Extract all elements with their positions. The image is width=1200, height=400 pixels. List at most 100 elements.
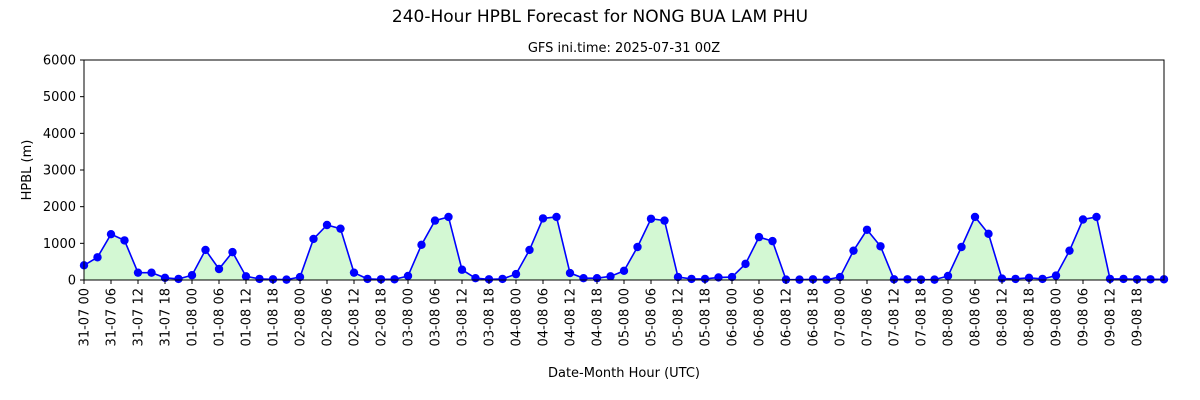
x-tick-label: 08-08 06 [969,288,984,346]
x-tick-label: 02-08 00 [294,288,309,346]
data-point [403,271,413,281]
data-point [255,274,264,284]
x-tick-label: 07-08 18 [915,288,930,346]
data-point [295,272,305,282]
x-tick-label: 02-08 18 [375,288,390,346]
x-tick-label: 05-08 12 [672,288,687,346]
x-tick-label: 06-08 18 [807,288,822,346]
x-tick-label: 02-08 12 [348,288,363,346]
x-tick-label: 01-08 00 [186,288,201,346]
data-point [147,268,156,277]
data-point [390,275,399,284]
data-point [673,272,683,282]
data-point [552,212,561,222]
plot-area [79,212,1169,284]
x-tick-label: 06-08 06 [753,288,768,346]
axes: 0 1000 2000 3000 4000 5000 6000 31-07 00 31-07 0… [43,54,1146,347]
data-point [1038,274,1047,284]
data-point [565,268,575,278]
data-point [1119,274,1128,284]
y-tick-label: 6000 [43,54,76,69]
x-tick-label: 03-08 06 [429,288,444,346]
x-tick-label: 01-08 12 [240,288,255,346]
data-point [133,268,143,277]
data-point [903,275,912,284]
x-tick-label: 31-07 18 [159,288,174,346]
data-point [484,275,494,284]
x-tick-label: 04-08 18 [591,288,606,346]
data-point [727,272,737,282]
y-tick-label: 3000 [43,164,76,179]
x-tick-label: 05-08 18 [699,288,714,346]
data-point [984,229,993,238]
data-point [862,225,872,234]
data-point [619,266,629,276]
x-tick-label: 06-08 00 [726,288,741,346]
data-point [835,272,845,282]
data-point [228,247,237,257]
data-point [687,274,696,284]
data-point [1011,274,1020,284]
data-point [201,245,210,255]
x-axis-label: Date-Month Hour (UTC) [548,366,700,381]
x-tick-label: 04-08 00 [510,288,525,346]
data-point [997,274,1007,283]
data-point [808,275,818,284]
x-tick-label: 09-08 00 [1050,288,1065,346]
x-tick-label: 04-08 06 [537,288,552,346]
y-tick-label: 5000 [43,90,76,105]
data-point [579,273,588,283]
data-point [525,245,534,255]
data-point [241,272,251,281]
data-point [322,220,332,230]
data-point [120,236,129,245]
data-point [768,236,777,246]
data-point [363,274,372,284]
data-point [633,242,642,252]
x-tick-label: 07-08 12 [888,288,903,346]
x-tick-label: 07-08 06 [861,288,876,346]
x-tick-label: 01-08 06 [213,288,228,346]
x-tick-label: 09-08 12 [1104,288,1119,346]
data-point [106,229,116,239]
data-point [754,232,764,242]
x-tick-label: 31-07 00 [78,288,93,346]
x-tick-label: 09-08 06 [1077,288,1092,346]
x-tick-label: 08-08 18 [1023,288,1038,346]
data-point [876,242,885,251]
data-point [93,253,102,262]
chart-subtitle: GFS ini.time: 2025-07-31 00Z [528,41,720,56]
x-tick-label: 04-08 12 [564,288,579,346]
data-point [957,242,966,252]
data-point [1065,246,1074,255]
data-point [336,224,345,233]
data-point [430,216,440,225]
data-point [1051,271,1061,280]
data-point [1132,275,1142,284]
data-point [1078,215,1088,224]
data-point [471,273,480,283]
x-tick-label: 01-08 18 [267,288,282,346]
x-tick-label: 03-08 00 [402,288,417,346]
data-point [538,214,548,223]
data-point [741,259,750,269]
data-point [606,272,615,281]
data-point [660,216,669,225]
x-tick-label: 09-08 18 [1131,288,1146,346]
data-point [376,275,386,284]
x-tick-label: 02-08 06 [321,288,336,346]
data-point [349,268,359,277]
y-tick-label: 0 [68,274,76,289]
x-tick-label: 06-08 12 [780,288,795,346]
chart-title: 240-Hour HPBL Forecast for NONG BUA LAM … [392,7,808,27]
data-point [1092,212,1101,222]
y-tick-label: 1000 [43,237,76,252]
data-point [214,264,224,274]
x-tick-label: 03-08 12 [456,288,471,346]
data-point [849,246,858,255]
x-tick-label: 03-08 18 [483,288,498,346]
data-point [498,274,507,284]
x-tick-label: 05-08 00 [618,288,633,346]
data-point [700,274,710,284]
data-point [511,269,521,279]
